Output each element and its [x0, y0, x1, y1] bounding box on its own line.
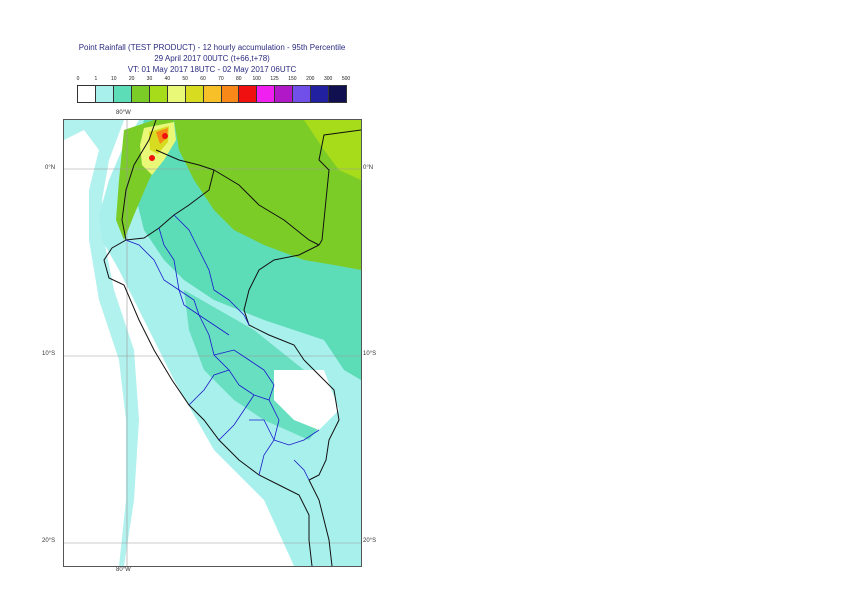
border-colombia-brazil: [318, 129, 361, 246]
legend-tick-label: 70: [218, 76, 224, 82]
legend-swatch: [257, 86, 276, 102]
lat-label-0-left: 0°N: [45, 165, 56, 171]
legend-tick-label: 40: [164, 76, 171, 82]
lon-label-bottom: 80°W: [116, 567, 131, 573]
legend-tick-label: 30: [146, 76, 153, 82]
legend-swatch: [113, 86, 132, 102]
title-line-2: 29 April 2017 00UTC (t+66,t+78): [154, 54, 270, 63]
coastline: [103, 120, 313, 566]
legend-tick-label: 200: [306, 76, 315, 82]
legend-swatch: [275, 86, 294, 102]
title-line-3: VT: 01 May 2017 18UTC - 02 May 2017 06UT…: [127, 65, 297, 74]
lat-label-10-left: 10°S: [42, 351, 56, 357]
lat-label-20-left: 20°S: [42, 538, 56, 544]
legend-swatch: [311, 86, 330, 102]
legend-tick-label: 60: [200, 76, 206, 82]
title-line-1: Point Rainfall (TEST PRODUCT) - 12 hourl…: [78, 43, 346, 52]
legend-swatch: [167, 86, 186, 102]
lat-label-10-right: 10°S: [363, 351, 377, 357]
legend-tick-label: 1: [94, 76, 98, 82]
legend-tick-label: 80: [236, 76, 242, 82]
legend-swatch: [239, 86, 258, 102]
legend-swatch: [329, 86, 347, 102]
legend-tick-label: 125: [270, 76, 279, 82]
rainfall-map: [63, 119, 362, 567]
border-colombia-peru: [213, 169, 320, 246]
rain-peak-1: [162, 133, 168, 139]
legend-tick-label: 0: [76, 76, 80, 82]
rain-band-green: [174, 120, 361, 270]
border-peru-bolivia: [303, 359, 340, 481]
legend-tick-label: 10: [110, 76, 117, 82]
border-peru-brazil: [243, 244, 320, 361]
border-chile-bolivia: [308, 479, 333, 566]
legend-swatch: [149, 86, 168, 102]
legend-tick-label: 500: [341, 76, 351, 82]
border-colombia-ecuador: [155, 149, 215, 171]
lat-label-0-right: 0°N: [363, 165, 374, 171]
legend-tick-label: 100: [252, 76, 261, 82]
legend-tick-label: 50: [182, 76, 188, 82]
legend-swatch: [203, 86, 222, 102]
legend-tick-label: 300: [323, 76, 333, 82]
legend-swatch: [293, 86, 312, 102]
map-title: Point Rainfall (TEST PRODUCT) - 12 hourl…: [62, 42, 362, 75]
lon-label-top: 80°W: [116, 110, 131, 116]
legend-tick-label: 150: [288, 76, 297, 82]
legend-tick-label: 20: [128, 76, 135, 82]
rain-peak-2: [149, 155, 155, 161]
legend-swatch: [78, 86, 96, 102]
legend-swatch: [185, 86, 204, 102]
legend-color-bar: [77, 85, 347, 103]
legend-swatch: [95, 86, 114, 102]
legend-swatch: [131, 86, 150, 102]
color-legend: 0 1 10 20 30 40 50 60 70 80 100 125 150 200 300 500: [76, 76, 351, 103]
rainfall-map-svg: [64, 120, 361, 566]
rain-band-light-ocean-outer: [64, 120, 139, 566]
legend-swatch: [221, 86, 240, 102]
dry-area-south: [274, 370, 339, 430]
rain-band-green-ne: [304, 120, 361, 180]
lat-label-20-right: 20°S: [363, 538, 377, 544]
regional-boundaries: [125, 214, 320, 481]
legend-labels: 0 1 10 20 30 40 50 60 70 80 100 125 150 200 300 500: [76, 76, 351, 84]
